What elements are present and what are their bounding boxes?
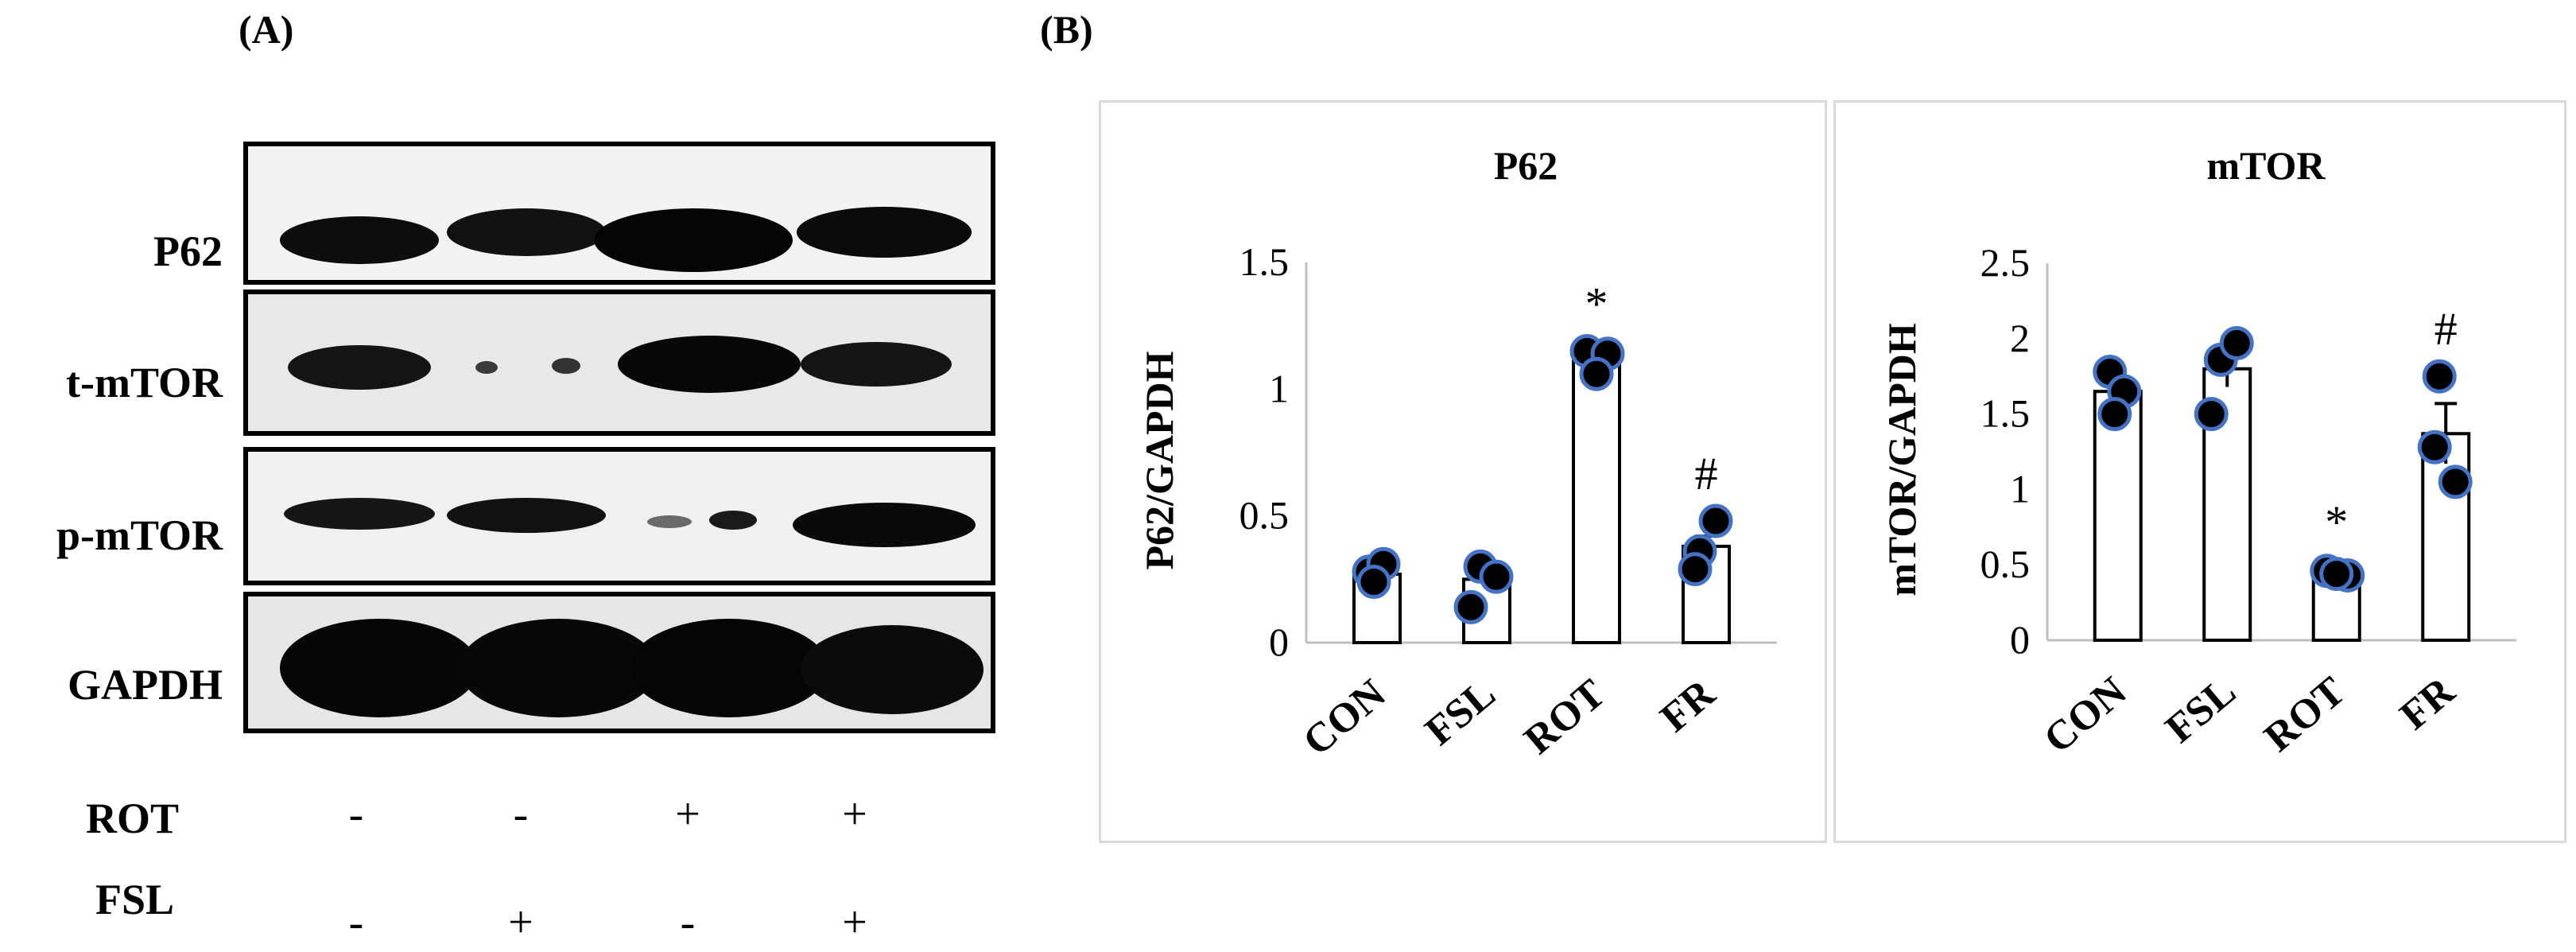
y-tick-label: 0.5 <box>1240 493 1290 538</box>
blot-bands-p62 <box>280 207 972 272</box>
blot-band <box>801 625 983 714</box>
y-tick-label: 1.5 <box>1240 239 1290 284</box>
data-point <box>1678 552 1713 587</box>
y-tick-label: 1 <box>1269 366 1289 410</box>
data-point <box>2319 557 2354 592</box>
blot-label-t-mtor: t-mTOR <box>66 359 223 406</box>
blot-label-p-mtor: p-mTOR <box>56 511 223 559</box>
treatment-sign: + <box>508 898 533 947</box>
blot-image-p-mtor <box>243 447 995 585</box>
treatment-sign: + <box>675 790 700 839</box>
y-tick-label: 2 <box>2010 316 2030 360</box>
y-axis-label: P62/GAPDH <box>1137 351 1181 569</box>
treatment-sign: + <box>842 790 867 839</box>
blot-band <box>280 619 479 717</box>
treatment-sign: - <box>680 898 696 947</box>
data-point <box>2438 464 2473 499</box>
blot-band <box>459 619 658 717</box>
y-tick-label: 1.5 <box>1980 391 2031 436</box>
x-tick-label: FSL <box>2157 669 2244 752</box>
blot-image-gapdh <box>243 592 995 733</box>
chart-title: mTOR <box>2206 143 2326 188</box>
significance-marker: # <box>2434 303 2458 355</box>
x-tick-label: FR <box>2392 668 2464 739</box>
treatment-label-rot: ROT <box>86 795 180 842</box>
data-point <box>2219 325 2254 360</box>
chart-box-mtor: mTOR 0 0.5 1 1.5 2 2.5 mTOR/GAPDH CON FSL * ROT # FR <box>1833 100 2566 843</box>
data-point <box>1479 559 1514 594</box>
data-point <box>1356 565 1391 600</box>
blot-band <box>280 216 439 264</box>
bar-rot <box>1572 354 1621 644</box>
blot-band <box>552 358 580 374</box>
data-point <box>2422 359 2457 394</box>
blot-band <box>797 207 972 258</box>
data-point <box>2194 397 2229 432</box>
panel-label-b: (B) <box>1040 7 1093 52</box>
chart-box-p62: P62 0 0.5 1 1.5 P62/GAPDH CON FSL * ROT # FR <box>1099 100 1827 843</box>
blot-band <box>288 345 431 390</box>
x-tick-label: CON <box>2035 669 2135 763</box>
significance-marker: # <box>1695 448 1718 499</box>
y-tick-label: 2.5 <box>1980 240 2031 285</box>
y-axis-label: mTOR/GAPDH <box>1880 323 1924 596</box>
x-tick-label: CON <box>1295 671 1395 765</box>
blot-band <box>709 511 757 530</box>
y-tick-label: 0 <box>1269 620 1289 664</box>
bar-fr <box>2421 432 2471 642</box>
data-point <box>1698 503 1733 538</box>
blot-band <box>475 361 498 374</box>
x-tick-label: FR <box>1652 670 1724 741</box>
chart-mtor: mTOR 0 0.5 1 1.5 2 2.5 mTOR/GAPDH CON FSL * ROT # FR <box>1880 143 2516 763</box>
blot-band <box>630 619 828 717</box>
blot-band <box>801 342 952 387</box>
y-tick-label: 1 <box>2010 466 2030 511</box>
blot-bands-gapdh <box>280 619 983 717</box>
treatment-sign: - <box>348 898 364 947</box>
treatment-sign: - <box>348 790 364 839</box>
chart-title: P62 <box>1494 143 1558 188</box>
blot-band <box>618 336 801 393</box>
treatment-sign: - <box>513 790 529 839</box>
significance-marker: * <box>2325 496 2348 548</box>
data-point <box>2417 429 2452 464</box>
blot-band <box>793 503 976 547</box>
blot-image-p62 <box>243 142 995 285</box>
blot-bands-p-mtor <box>284 498 976 547</box>
blot-band <box>284 498 435 530</box>
blot-band <box>447 498 606 533</box>
x-tick-label: ROT <box>2256 669 2354 761</box>
blot-band <box>447 208 606 256</box>
panel-label-a: (A) <box>239 7 294 52</box>
significance-marker: * <box>1585 278 1608 330</box>
treatment-label-fsl: FSL <box>95 876 175 923</box>
blot-label-gapdh: GAPDH <box>68 661 223 709</box>
blot-bands-t-mtor <box>288 336 952 393</box>
data-point <box>1453 589 1488 624</box>
data-point <box>2097 397 2132 432</box>
y-tick-label: 0.5 <box>1980 542 2031 586</box>
blot-band <box>647 515 692 528</box>
bar-con <box>2093 390 2143 642</box>
y-tick-label: 0 <box>2010 617 2030 662</box>
treatment-sign: + <box>842 898 867 947</box>
x-tick-label: FSL <box>1417 671 1504 755</box>
blot-image-t-mtor <box>243 289 995 436</box>
x-tick-label: ROT <box>1516 671 1614 764</box>
chart-p62: P62 0 0.5 1 1.5 P62/GAPDH CON FSL * ROT # FR <box>1137 143 1777 765</box>
blot-band <box>594 208 793 272</box>
blot-label-p62: P62 <box>153 227 223 275</box>
data-point <box>1579 356 1614 391</box>
